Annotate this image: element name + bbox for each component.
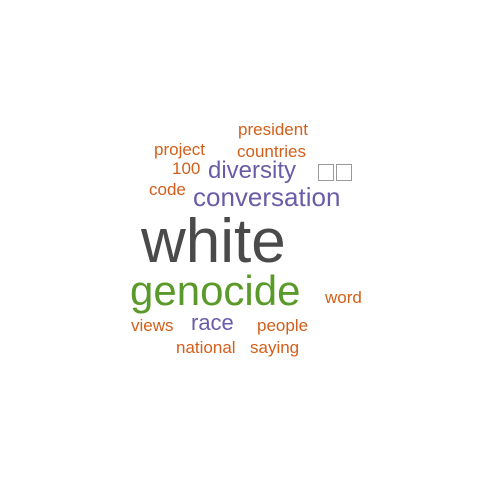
missing-glyph-box [336, 164, 352, 181]
word-100: 100 [172, 159, 201, 178]
missing-glyph-box [318, 164, 334, 181]
word-race: race [191, 310, 234, 335]
word-president: president [238, 120, 308, 139]
word-saying: saying [250, 338, 300, 357]
word-national: national [176, 338, 236, 357]
word-word: word [325, 288, 362, 307]
word-conversation: conversation [193, 182, 341, 212]
word-people: people [257, 316, 309, 335]
word-project: project [154, 140, 206, 159]
word-genocide: genocide [130, 267, 301, 314]
word-diversity: diversity [208, 157, 297, 184]
word-countries: countries [237, 142, 306, 161]
word-white: white [141, 207, 286, 276]
missing-glyph-boxes [318, 164, 352, 181]
word-views: views [131, 316, 174, 335]
word-code: code [149, 180, 186, 199]
